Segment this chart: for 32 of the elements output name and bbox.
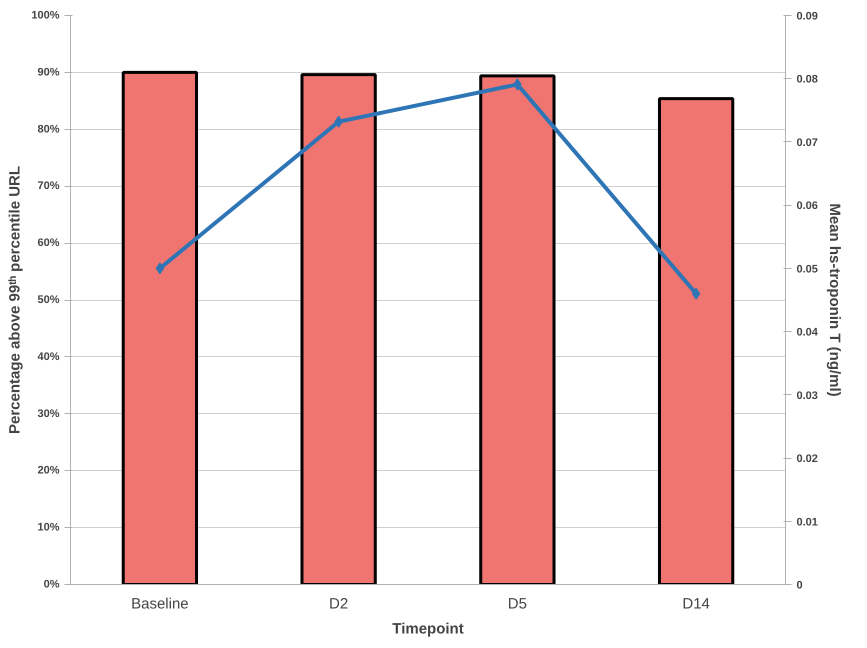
point <box>692 288 700 300</box>
point <box>513 78 522 90</box>
y-tick-label: 90% <box>37 66 60 78</box>
y2-tick-label: 0.03 <box>796 390 818 402</box>
x-tick-label: D2 <box>329 596 348 612</box>
y-axis-title: Percentage above 99ᵗʰ percentile URL <box>6 166 24 434</box>
y-tick-label: 10% <box>37 522 60 534</box>
y2-tick-label: 0.04 <box>796 326 819 339</box>
y2-axis-title: Mean hs-troponin T (ng/ml) <box>826 203 843 397</box>
y2-tick-label: 0.08 <box>796 74 818 86</box>
y2-tick-label: 0.01 <box>796 516 818 528</box>
y2-tick-label: 0.07 <box>796 136 818 149</box>
point <box>334 116 343 128</box>
y2-tick-label: 0.09 <box>796 10 818 22</box>
y-tick-label: 80% <box>37 123 60 136</box>
y-tick-label: 70% <box>37 180 60 192</box>
y2-tick-label: 0.05 <box>796 263 818 276</box>
y-tick-label: 60% <box>37 237 60 250</box>
x-tick-label: Baseline <box>131 596 189 612</box>
y2-tick-label: 0.06 <box>796 200 818 212</box>
y2-tick-label: 0.02 <box>796 453 818 466</box>
y-tick-label: 30% <box>37 408 60 420</box>
y-tick-label: 40% <box>37 350 60 363</box>
x-tick-label: D5 <box>508 596 527 612</box>
point <box>156 262 164 274</box>
y2-tick-label: 0 <box>796 580 803 592</box>
y-tick-label: 100% <box>31 10 60 22</box>
x-axis-title: Timepoint <box>392 620 464 638</box>
y-tick-label: 20% <box>37 464 60 477</box>
y-tick-label: 50% <box>37 294 60 306</box>
x-tick-label: D14 <box>682 596 710 612</box>
y-tick-label: 0% <box>44 578 60 590</box>
